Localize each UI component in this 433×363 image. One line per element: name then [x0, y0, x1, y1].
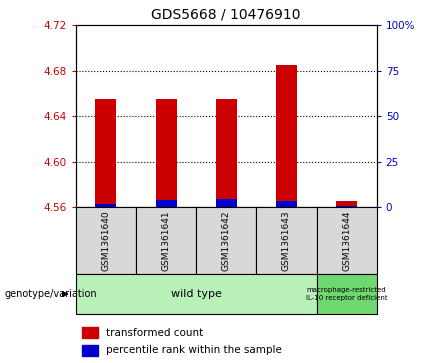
Bar — [136, 207, 196, 274]
Bar — [196, 207, 256, 274]
Text: GSM1361640: GSM1361640 — [101, 210, 110, 271]
Bar — [82, 345, 98, 356]
Text: wild type: wild type — [171, 289, 222, 299]
Bar — [317, 274, 377, 314]
Bar — [336, 206, 357, 207]
Text: GSM1361643: GSM1361643 — [282, 210, 291, 271]
Bar — [95, 99, 116, 207]
Bar — [76, 274, 317, 314]
Bar — [155, 99, 177, 207]
Bar — [317, 207, 377, 274]
Bar — [82, 327, 98, 338]
Bar — [276, 65, 297, 207]
Bar — [155, 200, 177, 207]
Bar — [276, 201, 297, 207]
Title: GDS5668 / 10476910: GDS5668 / 10476910 — [152, 8, 301, 21]
Bar — [76, 207, 136, 274]
Text: transformed count: transformed count — [106, 328, 203, 338]
Bar — [95, 204, 116, 207]
Text: macrophage-restricted
IL-10 receptor deficient: macrophage-restricted IL-10 receptor def… — [306, 287, 388, 301]
Text: GSM1361644: GSM1361644 — [342, 210, 351, 271]
Bar — [256, 207, 317, 274]
Bar — [336, 201, 357, 207]
Text: GSM1361641: GSM1361641 — [162, 210, 171, 271]
Text: percentile rank within the sample: percentile rank within the sample — [106, 345, 282, 355]
Text: genotype/variation: genotype/variation — [4, 289, 97, 299]
Bar — [216, 99, 237, 207]
Text: GSM1361642: GSM1361642 — [222, 210, 231, 271]
Bar — [216, 199, 237, 207]
